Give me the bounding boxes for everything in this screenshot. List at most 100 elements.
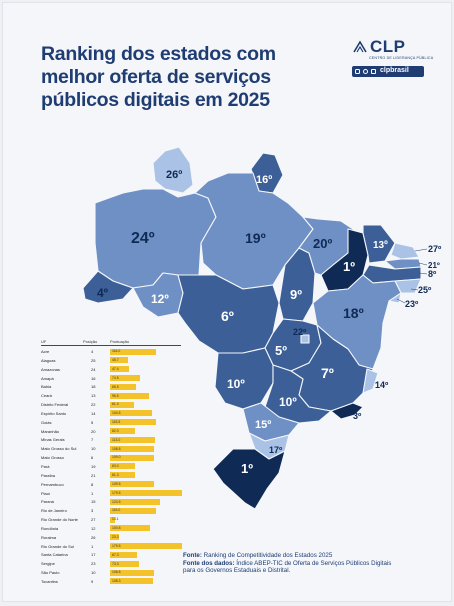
header-uf: UF [41,339,47,344]
table-row: Roraima 26 23.3 [41,533,184,542]
map-label-pb: 21º [428,261,440,270]
row-score-bar [110,463,136,470]
row-position: 6 [91,455,94,461]
state-rs [212,448,286,510]
row-position: 26 [91,534,96,540]
table-row: Mato Grosso do Sul 10 108.8 [41,444,184,453]
table-row: Tocantins 9 108.3 [41,577,184,586]
youtube-icon[interactable] [371,69,376,74]
table-row: Sergipe 23 73.3 [41,559,184,568]
row-score: 61.0 [112,402,119,407]
row-score-bar [110,436,156,443]
row-score: 108.8 [112,446,121,451]
row-position: 23 [91,561,96,567]
row-score: 179.5 [112,543,121,548]
row-state: Paraíba [41,472,56,478]
map-label-sp: 10º [279,395,297,409]
row-position: 25 [91,357,96,363]
row-score-bar [110,551,137,558]
table-row: Acre 4 116.0 [41,347,184,356]
row-position: 10 [91,446,96,452]
map-label-al: 25º [418,285,432,295]
row-state: Bahia [41,384,52,390]
row-state: Sergipe [41,561,55,567]
state-rj [330,402,364,420]
row-score: 63.0 [112,464,119,469]
row-position: 7 [91,437,94,443]
row-position: 14 [91,410,96,416]
row-state: Santa Catarina [41,552,68,558]
state-es [362,368,379,394]
map-label-rr: 26º [166,169,182,181]
row-score-bar [110,498,160,505]
table-body: Acre 4 116.0 Alagoas 25 45.7 Amazonas 24 47.4 Ama… [41,347,184,586]
tiktok-icon[interactable] [363,69,368,74]
table-row: Paraíba 21 61.3 [41,471,184,480]
table-row: Rio Grande do Sul 1 179.5 [41,542,184,551]
row-state: Roraima [41,534,57,540]
row-score: 179.5 [112,490,121,495]
map-label-ms: 10º [227,377,245,391]
row-state: Alagoas [41,357,56,363]
map-label-pr: 15º [255,419,271,431]
row-score-bar [110,454,154,461]
clp-mark-icon [353,40,367,53]
row-position: 19 [91,463,96,469]
page-title: Ranking dos estados com melhor oferta de… [41,43,276,111]
row-score-bar [110,578,154,585]
row-position: 21 [91,472,96,478]
logo-subtitle: CENTRO DE LIDERANÇA PÚBLICA [369,56,434,60]
row-state: Pará [41,463,50,469]
table-row: Rio de Janeiro 3 115.0 [41,506,184,515]
row-position: 5 [91,419,94,425]
logo-name: CLP [370,37,406,56]
data-source-label: Fonte dos dados: [183,559,235,567]
header-divider [41,345,181,346]
state-ms [214,347,274,410]
row-state: Pernambuco [41,481,64,487]
row-position: 27 [91,517,96,523]
table-row: Amazonas 24 47.4 [41,365,184,374]
state-ce [362,224,396,264]
row-state: Rio de Janeiro [41,508,67,514]
row-position: 12 [91,525,96,531]
row-score-bar [110,401,135,408]
row-position: 16 [91,375,96,381]
row-position: 4 [91,349,94,354]
row-state: Ceará [41,393,52,399]
leader-line-se [396,298,406,304]
row-state: Rondônia [41,525,59,531]
row-score: 74.5 [112,375,119,380]
table-row: Santa Catarina 17 67.3 [41,550,184,559]
row-score-bar [110,419,157,426]
table-row: Paraná 15 124.5 [41,497,184,506]
row-position: 24 [91,366,96,372]
source-text: Ranking de Competitividade dos Estados 2… [203,552,333,559]
map-label-ac: 4º [97,286,109,300]
row-position: 20 [91,428,96,434]
row-score: 109.0 [112,455,121,460]
row-score: 67.3 [112,552,119,557]
map-label-ap: 16º [256,174,272,186]
row-state: Mato Grosso do Sul [41,446,77,452]
table-row: Goiás 5 115.5 [41,418,184,427]
row-score: 115.5 [112,420,121,425]
map-label-go: 5º [275,343,287,358]
table-header: UF Posição Pontuação [41,335,184,347]
row-state: Tocantins [41,578,58,584]
row-position: 22 [91,402,96,408]
row-position: 3 [91,508,94,514]
row-state: Amapá [41,375,54,381]
table-row: Mato Grosso 6 109.0 [41,453,184,462]
row-position: 13 [91,393,96,399]
row-score-bar [110,383,137,390]
social-handle[interactable]: clpbrasil [380,67,409,74]
instagram-icon[interactable] [355,69,360,74]
table-row: Rondônia 12 100.8 [41,524,184,533]
table-row: Ceará 13 96.5 [41,391,184,400]
row-state: Goiás [41,419,52,425]
leader-line-rn [414,248,428,252]
row-score-bar [110,490,182,496]
row-score-bar [110,410,152,417]
row-position: 10 [91,570,96,576]
